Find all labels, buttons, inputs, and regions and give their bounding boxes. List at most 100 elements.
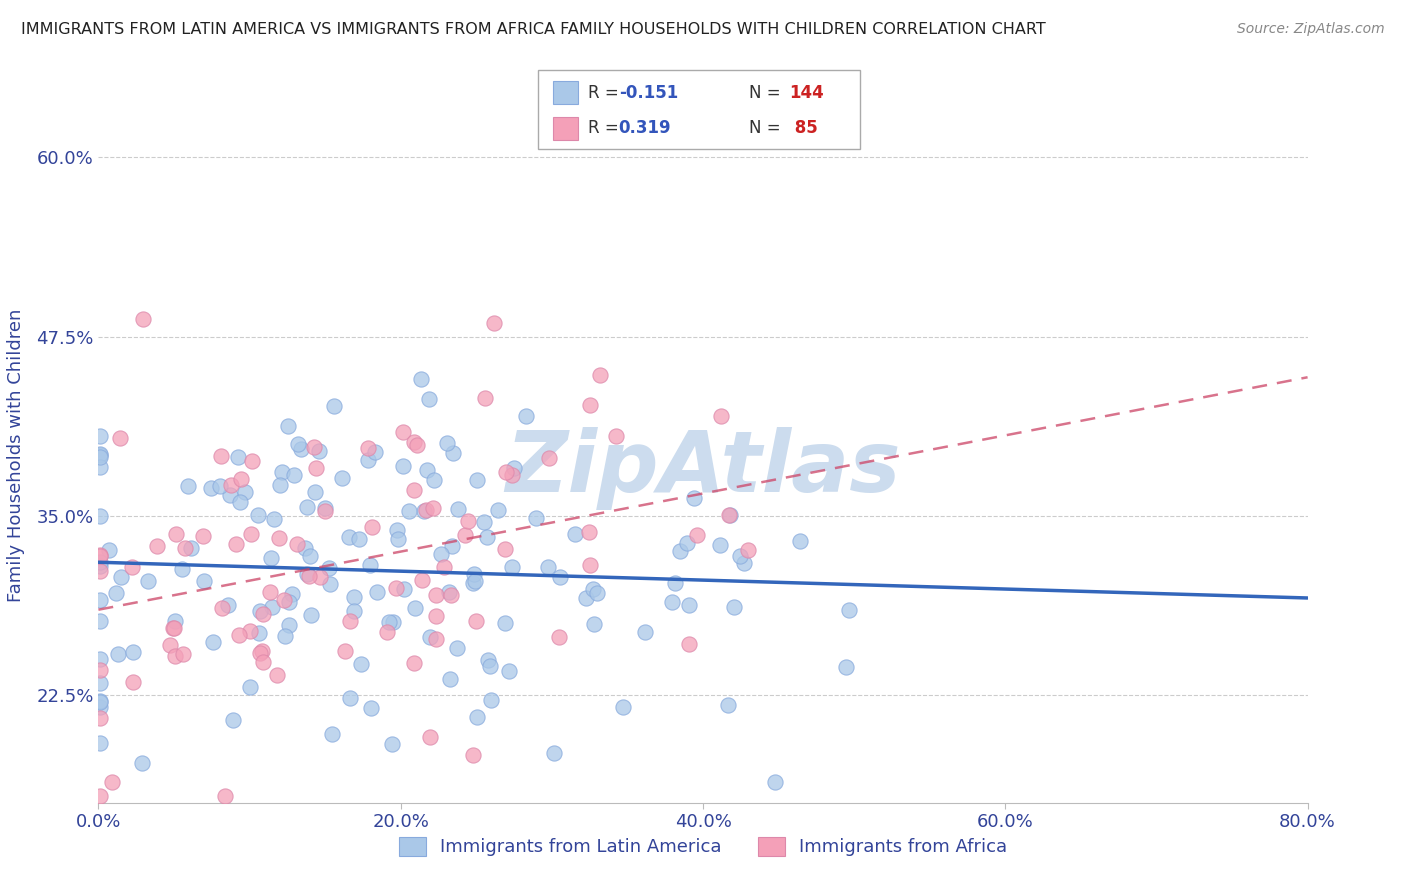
Point <box>107 647 129 661</box>
Point <box>441 446 464 460</box>
Point <box>339 690 361 705</box>
Point <box>415 503 437 517</box>
Point <box>131 756 153 771</box>
Point <box>676 536 699 550</box>
Point <box>136 574 159 588</box>
Point <box>477 652 499 666</box>
Point <box>318 561 340 575</box>
Point <box>835 660 858 674</box>
Point <box>463 567 485 582</box>
Point <box>404 656 426 670</box>
Point <box>664 575 686 590</box>
Point <box>287 436 309 450</box>
Point <box>419 630 441 644</box>
Point <box>486 503 509 517</box>
Point <box>214 789 236 803</box>
Point <box>463 575 485 590</box>
Point <box>463 747 485 762</box>
Point <box>439 673 461 687</box>
Point <box>269 478 291 492</box>
Point <box>89 789 111 803</box>
Point <box>89 429 111 443</box>
Point <box>98 543 121 558</box>
Point <box>359 558 381 572</box>
Point <box>413 504 436 518</box>
Point <box>176 479 198 493</box>
Point <box>252 656 274 670</box>
Point <box>180 541 202 556</box>
Point <box>464 614 486 628</box>
Point <box>89 694 111 708</box>
Text: IMMIGRANTS FROM LATIN AMERICA VS IMMIGRANTS FROM AFRICA FAMILY HOUSEHOLDS WITH C: IMMIGRANTS FROM LATIN AMERICA VS IMMIGRA… <box>21 22 1046 37</box>
Point <box>266 668 288 682</box>
Point <box>678 599 700 613</box>
Point <box>235 484 257 499</box>
Point <box>159 638 181 652</box>
Text: 85: 85 <box>789 120 817 137</box>
Point <box>385 523 408 537</box>
Point <box>454 528 477 542</box>
Point <box>339 530 361 544</box>
Point <box>174 541 197 555</box>
Point <box>474 391 496 405</box>
Point <box>543 747 565 761</box>
Point <box>259 550 281 565</box>
Point <box>273 592 295 607</box>
Point <box>314 501 336 516</box>
Point <box>440 588 463 602</box>
Point <box>89 459 111 474</box>
Text: N =: N = <box>749 120 786 137</box>
Point <box>447 502 470 516</box>
Point <box>332 471 354 485</box>
Point <box>495 465 517 479</box>
Point <box>515 409 537 423</box>
Point <box>440 539 463 553</box>
Point <box>404 435 426 450</box>
Point <box>381 737 404 751</box>
Point <box>302 440 325 454</box>
Point <box>89 664 111 678</box>
Legend: Immigrants from Latin America, Immigrants from Africa: Immigrants from Latin America, Immigrant… <box>399 837 1007 856</box>
Point <box>285 537 308 551</box>
Point <box>387 533 409 547</box>
Point <box>789 533 811 548</box>
Point <box>263 512 285 526</box>
Point <box>146 539 169 553</box>
Point <box>277 419 299 434</box>
Point <box>418 392 440 406</box>
Point <box>392 425 415 439</box>
Point <box>402 483 425 497</box>
Point <box>730 549 752 563</box>
Point <box>305 460 328 475</box>
Point <box>416 463 439 477</box>
Point <box>524 511 547 525</box>
Point <box>579 558 602 573</box>
Y-axis label: Family Households with Children: Family Households with Children <box>7 309 25 601</box>
Point <box>382 615 405 630</box>
Point <box>239 624 262 638</box>
Point <box>229 472 252 486</box>
Point <box>425 608 447 623</box>
Point <box>423 474 446 488</box>
Text: 0.319: 0.319 <box>619 120 671 137</box>
Point <box>360 520 382 534</box>
Point <box>200 481 222 495</box>
Point <box>686 527 709 541</box>
Point <box>104 586 127 600</box>
Point <box>422 500 444 515</box>
Point <box>121 674 143 689</box>
Point <box>121 559 143 574</box>
Point <box>433 560 456 574</box>
Point <box>709 538 731 552</box>
Text: Source: ZipAtlas.com: Source: ZipAtlas.com <box>1237 22 1385 37</box>
Point <box>122 645 145 659</box>
Point <box>165 615 187 629</box>
Point <box>229 494 252 508</box>
Text: 144: 144 <box>789 84 824 102</box>
Point <box>377 625 399 640</box>
Point <box>564 526 586 541</box>
Point <box>366 584 388 599</box>
Point <box>295 566 318 581</box>
Point <box>162 621 184 635</box>
Point <box>89 448 111 462</box>
